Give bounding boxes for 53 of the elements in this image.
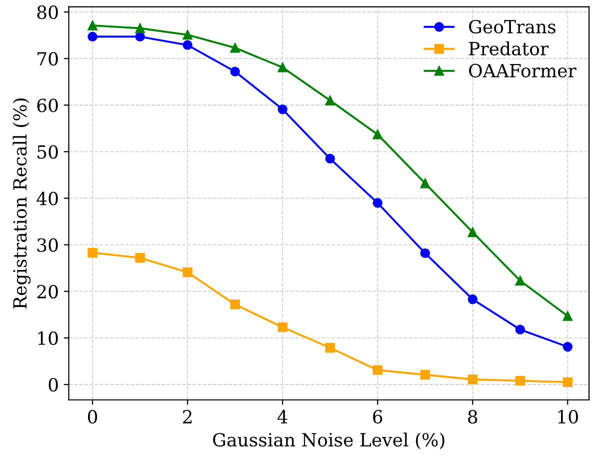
legend-label: Predator (469, 41, 549, 56)
point (468, 294, 478, 304)
point (515, 276, 525, 286)
point (420, 370, 430, 380)
point (325, 154, 335, 164)
point (135, 252, 145, 263)
point (230, 66, 240, 76)
y-tick-label: 80 (37, 5, 58, 20)
point (88, 32, 98, 42)
x-tick-label: 6 (373, 410, 382, 424)
point (372, 130, 382, 140)
point (372, 198, 382, 208)
legend-label: OAAFormer (469, 64, 576, 78)
point (230, 300, 240, 310)
y-tick-label: 50 (38, 145, 58, 159)
y-tick-label: 60 (37, 98, 58, 112)
y-tick-label: 10 (38, 331, 58, 346)
point (325, 342, 335, 353)
point (278, 62, 288, 72)
point (562, 342, 573, 352)
point (135, 32, 145, 42)
point (515, 376, 525, 386)
point (88, 248, 98, 258)
y-tick-label: 40 (36, 192, 58, 206)
point (372, 365, 382, 375)
y-tick-label: 0 (48, 378, 58, 392)
x-axis-title: Gaussian Noise Level (%) (213, 432, 444, 450)
point (230, 42, 240, 53)
y-tick-label: 20 (37, 284, 58, 298)
y-tick-label: 30 (37, 238, 58, 252)
point (562, 377, 573, 388)
point (420, 248, 430, 258)
point (515, 324, 525, 334)
point (278, 322, 288, 332)
point (468, 374, 478, 384)
x-tick-label: 2 (183, 410, 192, 424)
point (182, 40, 192, 50)
y-tick-label: 70 (38, 52, 58, 66)
x-tick-label: 10 (558, 410, 578, 424)
point (88, 20, 98, 30)
legend-label: GeoTrans (469, 20, 556, 34)
x-tick-label: 4 (277, 410, 288, 424)
point (420, 178, 430, 188)
point (468, 227, 478, 238)
point (562, 311, 573, 321)
point (182, 30, 192, 40)
x-tick-label: 0 (88, 410, 98, 424)
point (278, 104, 288, 114)
point (135, 23, 145, 34)
point (325, 96, 335, 106)
point (182, 267, 192, 278)
y-axis-title: Registration Recall (%) (12, 98, 31, 309)
x-tick-label: 8 (468, 410, 478, 424)
